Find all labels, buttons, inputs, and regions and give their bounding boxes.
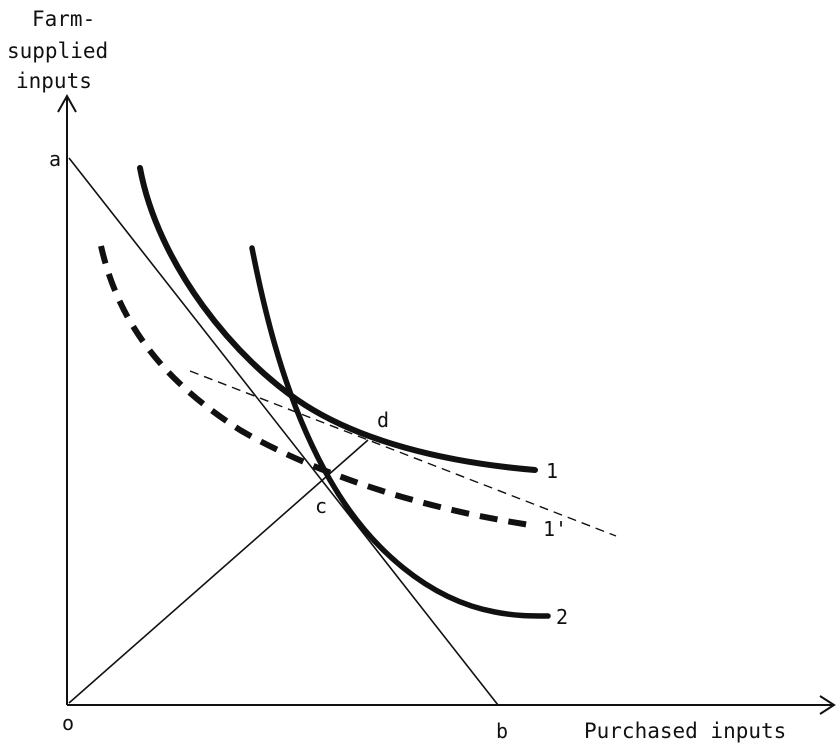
isoquant-2-label: 2	[556, 605, 568, 629]
y-axis-label-line-2: supplied	[7, 39, 108, 63]
y-axis-arrow	[57, 93, 77, 113]
isoquant-1-prime-label: 1'	[543, 517, 567, 541]
ray-o-c-d	[68, 439, 369, 704]
x-axis-arrow	[819, 695, 836, 715]
budget-line-ab	[68, 157, 499, 706]
origin-label: o	[62, 711, 74, 735]
x-axis-label: Purchased inputs	[584, 719, 786, 743]
dashed-price-line	[189, 370, 617, 537]
isoquant-1-prime-curve	[98, 245, 531, 528]
point-d-label: d	[377, 408, 389, 432]
point-b-label: b	[496, 719, 508, 743]
y-axis-label-line-1: Farm-	[32, 7, 95, 31]
isoquant-2-curve	[249, 245, 551, 619]
point-c-label: c	[315, 494, 327, 518]
point-a-label: a	[49, 147, 61, 171]
isoquant-1-curve	[137, 165, 538, 473]
isoquant-1-label: 1	[546, 459, 558, 483]
y-axis-label-line-3: inputs	[16, 69, 92, 93]
